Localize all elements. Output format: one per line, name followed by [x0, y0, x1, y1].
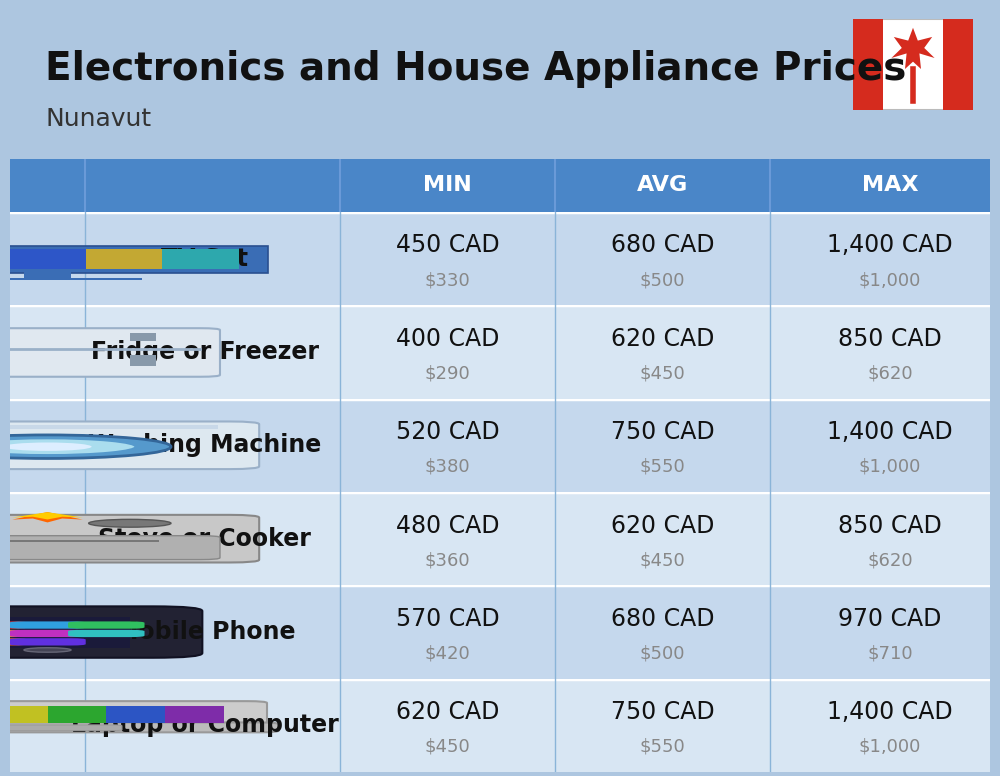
FancyBboxPatch shape: [9, 638, 86, 646]
Text: Nunavut: Nunavut: [45, 107, 151, 131]
Polygon shape: [891, 28, 935, 69]
Circle shape: [0, 435, 171, 459]
Text: 620 CAD: 620 CAD: [396, 701, 499, 724]
Text: $500: $500: [640, 271, 685, 289]
FancyBboxPatch shape: [0, 421, 259, 469]
FancyBboxPatch shape: [0, 622, 27, 629]
FancyBboxPatch shape: [68, 630, 145, 637]
Text: TV Set: TV Set: [161, 247, 248, 271]
Bar: [0, 705, 48, 723]
Bar: [165, 705, 224, 723]
Text: $710: $710: [867, 645, 913, 663]
Text: 450 CAD: 450 CAD: [396, 234, 499, 258]
Bar: [9, 249, 86, 269]
Text: 750 CAD: 750 CAD: [611, 421, 714, 444]
Text: Laptop or Computer: Laptop or Computer: [71, 713, 339, 737]
Text: $290: $290: [425, 365, 470, 383]
Text: 850 CAD: 850 CAD: [838, 327, 942, 351]
Text: $420: $420: [425, 645, 470, 663]
Text: 620 CAD: 620 CAD: [611, 514, 714, 538]
Text: Washing Machine: Washing Machine: [88, 433, 321, 457]
Text: $1,000: $1,000: [859, 458, 921, 476]
Circle shape: [0, 438, 136, 455]
FancyBboxPatch shape: [9, 622, 86, 629]
FancyBboxPatch shape: [0, 722, 279, 733]
Text: $1,000: $1,000: [859, 271, 921, 289]
Bar: [48, 705, 106, 723]
Text: Mobile Phone: Mobile Phone: [115, 620, 295, 644]
Text: 1,400 CAD: 1,400 CAD: [827, 421, 953, 444]
Text: 400 CAD: 400 CAD: [396, 327, 499, 351]
Text: MIN: MIN: [423, 175, 472, 196]
Text: 520 CAD: 520 CAD: [396, 421, 499, 444]
FancyBboxPatch shape: [0, 630, 27, 637]
Text: Electronics and House Appliance Prices: Electronics and House Appliance Prices: [45, 50, 906, 88]
Bar: [162, 249, 239, 269]
Text: $380: $380: [425, 458, 470, 476]
Text: $550: $550: [640, 738, 685, 756]
FancyBboxPatch shape: [0, 514, 259, 563]
Text: $620: $620: [867, 551, 913, 569]
Bar: [853, 19, 883, 110]
Bar: [943, 19, 973, 110]
Text: $620: $620: [867, 365, 913, 383]
Polygon shape: [12, 512, 83, 519]
Text: 750 CAD: 750 CAD: [611, 701, 714, 724]
FancyBboxPatch shape: [0, 535, 220, 559]
Bar: [0, 705, 224, 723]
FancyBboxPatch shape: [0, 702, 267, 727]
FancyBboxPatch shape: [9, 630, 86, 637]
FancyBboxPatch shape: [0, 638, 27, 646]
Text: $500: $500: [640, 645, 685, 663]
Text: 480 CAD: 480 CAD: [396, 514, 499, 538]
Text: 680 CAD: 680 CAD: [611, 607, 714, 631]
Text: 970 CAD: 970 CAD: [838, 607, 942, 631]
Text: $550: $550: [640, 458, 685, 476]
Bar: [0, 618, 130, 648]
Text: $1,000: $1,000: [859, 738, 921, 756]
Bar: [0, 249, 9, 269]
FancyBboxPatch shape: [68, 622, 145, 629]
Text: $450: $450: [640, 365, 685, 383]
Text: 1,400 CAD: 1,400 CAD: [827, 234, 953, 258]
Bar: [130, 334, 156, 341]
FancyBboxPatch shape: [0, 725, 122, 731]
FancyBboxPatch shape: [0, 606, 202, 658]
Circle shape: [24, 648, 71, 652]
Text: 1,400 CAD: 1,400 CAD: [827, 701, 953, 724]
Text: $330: $330: [425, 271, 470, 289]
Text: $450: $450: [425, 738, 470, 756]
Circle shape: [0, 519, 6, 527]
Bar: [0, 540, 159, 542]
Bar: [24, 272, 71, 279]
Circle shape: [3, 442, 92, 451]
Text: 680 CAD: 680 CAD: [611, 234, 714, 258]
Text: $360: $360: [425, 551, 470, 569]
Bar: [86, 249, 162, 269]
Text: Fridge or Freezer: Fridge or Freezer: [91, 340, 319, 364]
Bar: [0, 246, 268, 272]
Bar: [130, 355, 156, 366]
Bar: [0, 249, 239, 269]
Bar: [0, 424, 218, 429]
Circle shape: [89, 519, 171, 527]
Text: 570 CAD: 570 CAD: [396, 607, 499, 631]
Text: AVG: AVG: [637, 175, 688, 196]
Text: 620 CAD: 620 CAD: [611, 327, 714, 351]
FancyBboxPatch shape: [0, 328, 220, 377]
Text: Stove or Cooker: Stove or Cooker: [98, 527, 311, 551]
Bar: [0, 278, 142, 280]
Polygon shape: [12, 512, 83, 522]
Text: $450: $450: [640, 551, 685, 569]
Bar: [106, 705, 165, 723]
Text: 850 CAD: 850 CAD: [838, 514, 942, 538]
Text: MAX: MAX: [862, 175, 918, 196]
